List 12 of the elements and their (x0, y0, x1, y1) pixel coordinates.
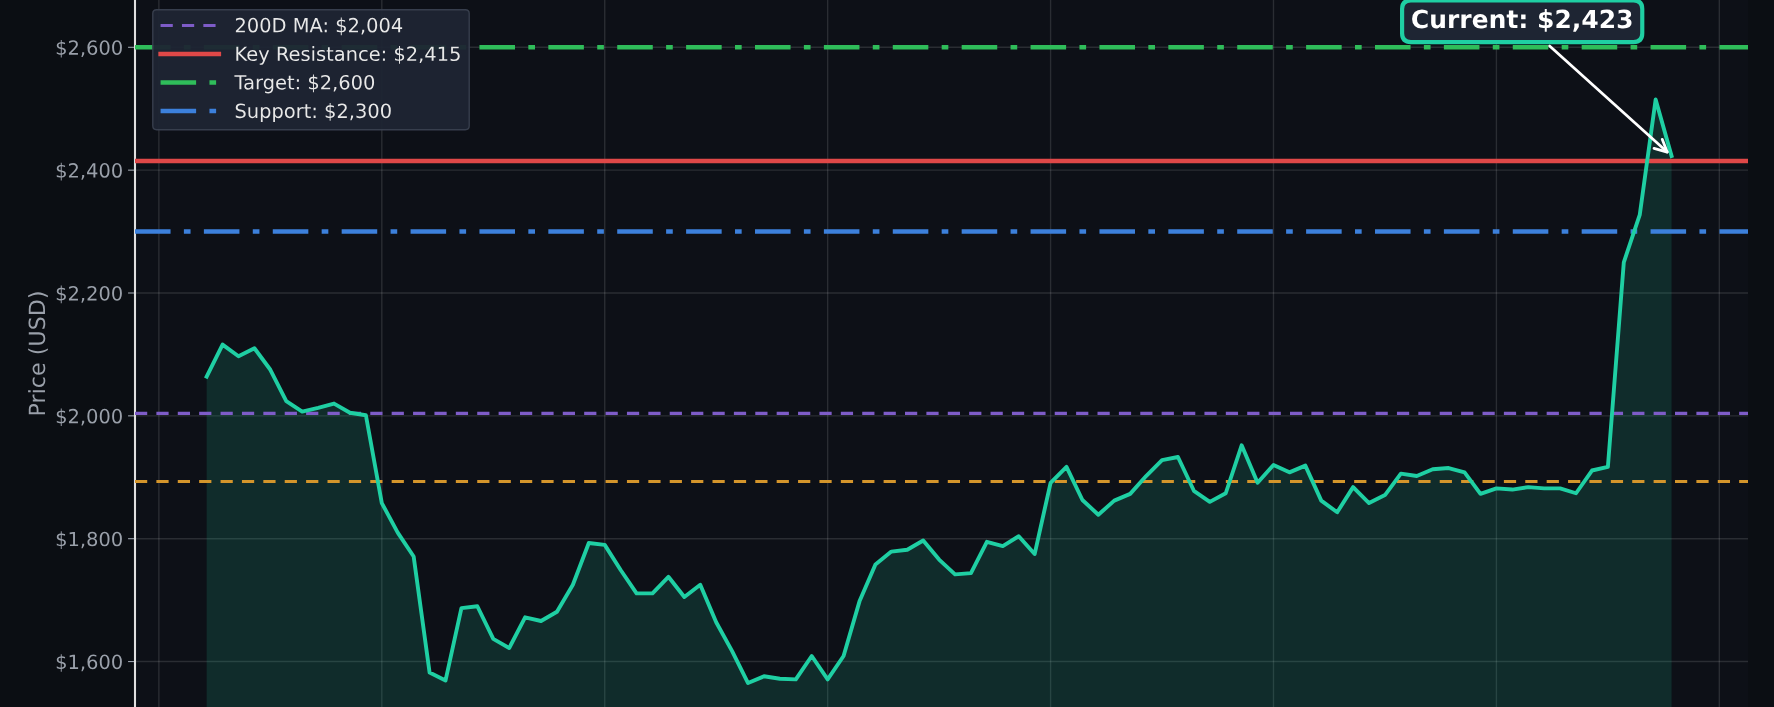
legend-label: Target: $2,600 (234, 74, 375, 94)
y-tick-label: $1,800 (56, 531, 122, 549)
y-tick-label: $2,400 (56, 162, 122, 181)
y-tick-label: $2,000 (56, 408, 122, 427)
y-tick-label: $1,600 (56, 654, 122, 672)
legend-label: Support: $2,300 (235, 103, 391, 122)
y-tick-label: $2,600 (56, 39, 122, 58)
y-axis-title: Price (USD) (28, 292, 48, 415)
y-tick-label: $2,200 (56, 285, 122, 304)
annotation: Current: $2,423 (1412, 9, 1632, 32)
legend-label: 200D MA: $2,004 (235, 17, 403, 36)
legend-label: Key Resistance: $2,415 (236, 46, 460, 65)
